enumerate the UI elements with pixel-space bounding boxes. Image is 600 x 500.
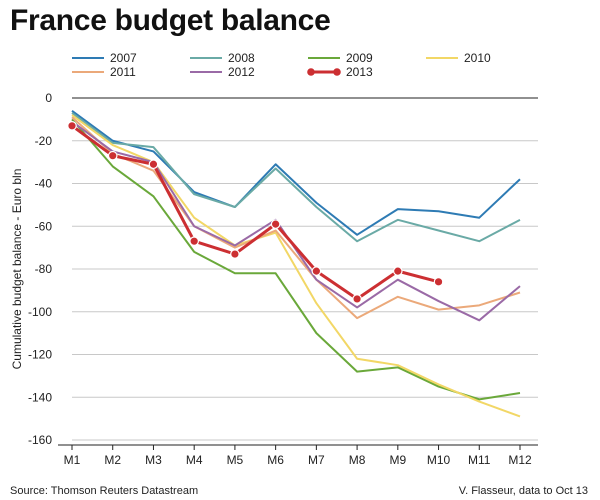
- legend-label-2012: 2012: [228, 65, 255, 79]
- y-tick-label: -60: [35, 219, 53, 233]
- y-tick-label: -40: [35, 177, 53, 191]
- legend-marker-2013: [333, 68, 341, 76]
- data-point-2013: [67, 120, 77, 131]
- series-line-2011: [71, 116, 521, 320]
- legend-label-2013: 2013: [346, 65, 373, 79]
- series-line-2009: [71, 118, 521, 401]
- data-point-2013: [189, 236, 199, 247]
- y-tick-label: -100: [28, 305, 52, 319]
- credit-note: V. Flasseur, data to Oct 13: [458, 485, 588, 497]
- x-tick-label: M7: [308, 453, 325, 467]
- y-tick-label: 0: [45, 91, 52, 105]
- legend-label-2009: 2009: [346, 51, 373, 65]
- x-tick-label: M10: [427, 453, 451, 467]
- series-line-2007: [71, 110, 521, 236]
- series-line-2012: [71, 120, 521, 322]
- x-tick-label: M9: [389, 453, 406, 467]
- data-point-2013: [270, 219, 281, 229]
- series-line-2013: [71, 124, 439, 301]
- x-tick-label: M2: [104, 453, 121, 467]
- x-tick-label: M6: [267, 453, 284, 467]
- data-point-2013: [352, 294, 362, 304]
- x-tick-label: M3: [145, 453, 162, 467]
- y-axis-label: Cumulative budget balance - Euro bln: [10, 169, 24, 370]
- y-tick-label: -160: [28, 433, 52, 447]
- data-point-2013: [230, 249, 240, 259]
- legend-marker-2013: [307, 68, 315, 76]
- data-point-2013: [311, 266, 322, 276]
- x-tick-label: M4: [186, 453, 203, 467]
- y-tick-label: -20: [35, 134, 53, 148]
- series-line-2010: [71, 114, 521, 418]
- y-tick-label: -120: [28, 348, 52, 362]
- x-tick-label: M11: [468, 453, 491, 467]
- y-tick-label: -140: [28, 390, 52, 404]
- data-point-2013: [433, 277, 444, 287]
- y-tick-label: -80: [35, 262, 53, 276]
- x-tick-label: M12: [508, 453, 532, 467]
- series-line-2008: [71, 112, 521, 243]
- chart-title: France budget balance: [10, 4, 331, 37]
- x-tick-label: M5: [227, 453, 244, 467]
- data-point-2013: [107, 150, 118, 161]
- legend-label-2007: 2007: [110, 51, 137, 65]
- source-note: Source: Thomson Reuters Datastream: [10, 485, 199, 497]
- legend-label-2010: 2010: [464, 51, 491, 65]
- data-point-2013: [393, 266, 403, 276]
- x-tick-label: M8: [349, 453, 366, 467]
- legend-label-2008: 2008: [228, 51, 255, 65]
- legend-label-2011: 2011: [110, 65, 136, 79]
- x-tick-label: M1: [64, 453, 81, 467]
- data-point-2013: [148, 159, 159, 170]
